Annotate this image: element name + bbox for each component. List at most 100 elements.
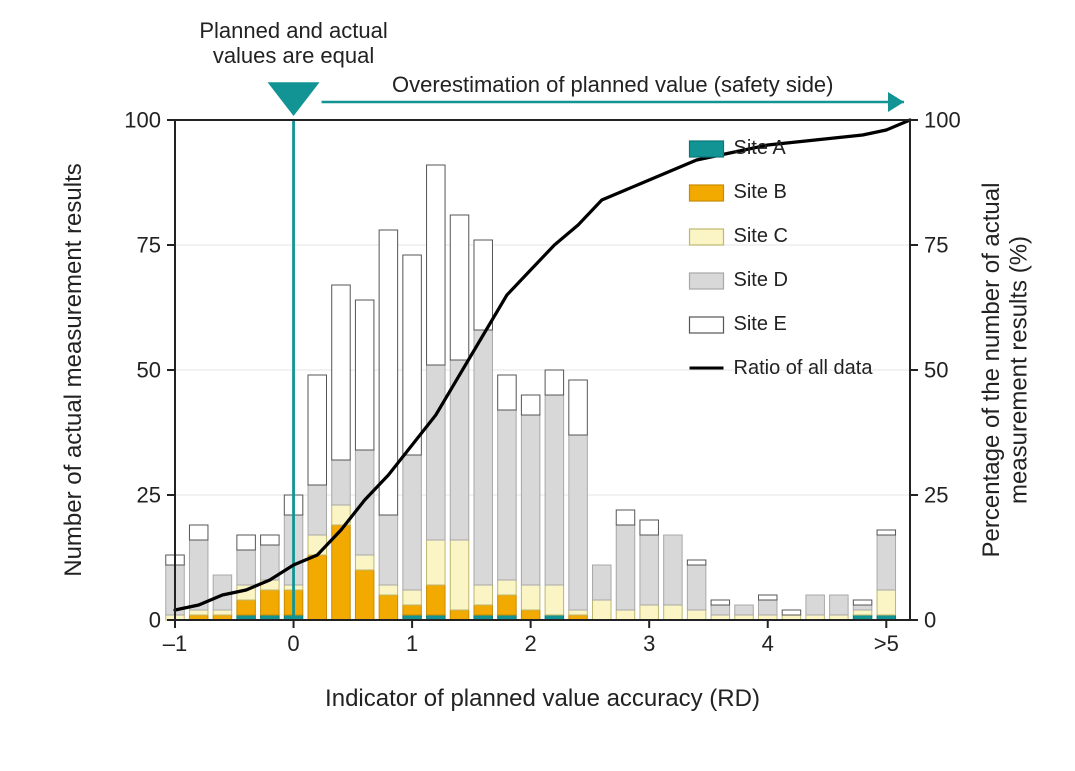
x-tick-label: 3 [643, 631, 655, 656]
chart-bg [0, 0, 1075, 771]
legend-swatch-siteD [690, 273, 724, 289]
bar-segment-siteB [379, 595, 397, 620]
x-tick-label: 4 [762, 631, 774, 656]
bar-segment-siteC [853, 610, 871, 615]
x-tick-label: 0 [287, 631, 299, 656]
bar-segment-siteB [498, 595, 516, 615]
bar-segment-siteE [521, 395, 539, 415]
bar-segment-siteE [758, 595, 776, 600]
bar-segment-siteD [308, 485, 326, 535]
y-left-tick-label: 0 [149, 608, 161, 633]
y-left-tick-label: 50 [137, 358, 161, 383]
bar-segment-siteB [237, 600, 255, 615]
bar-segment-siteE [853, 600, 871, 605]
bar-segment-siteD [664, 535, 682, 605]
bar-segment-siteC [877, 590, 895, 615]
annot-equal: Planned and actualvalues are equal [199, 18, 387, 68]
bar-segment-siteB [332, 525, 350, 620]
bar-segment-siteD [853, 605, 871, 610]
legend-label-siteB: Site B [734, 181, 787, 203]
bar-segment-siteE [545, 370, 563, 395]
bar-segment-siteB [521, 610, 539, 620]
bar-segment-siteE [877, 530, 895, 535]
bar-segment-siteD [758, 600, 776, 615]
bar-segment-siteD [403, 455, 421, 590]
y-left-tick-label: 25 [137, 483, 161, 508]
legend-swatch-siteC [690, 229, 724, 245]
bar-segment-siteC [569, 610, 587, 615]
bar-segment-siteD [593, 565, 611, 600]
bar-segment-siteE [237, 535, 255, 550]
bar-segment-siteE [640, 520, 658, 535]
bar-segment-siteB [403, 605, 421, 615]
bar-segment-siteC [664, 605, 682, 620]
x-tick-label: 1 [406, 631, 418, 656]
bar-segment-siteE [687, 560, 705, 565]
x-tick-label: 2 [525, 631, 537, 656]
bar-segment-siteC [355, 555, 373, 570]
bar-segment-siteB [450, 610, 468, 620]
bar-segment-siteB [427, 585, 445, 615]
bar-segment-siteE [782, 610, 800, 615]
bar-segment-siteE [711, 600, 729, 605]
bar-segment-siteE [569, 380, 587, 435]
bar-segment-siteD [474, 330, 492, 585]
bar-segment-siteD [616, 525, 634, 610]
y-right-tick-label: 100 [924, 108, 961, 133]
bar-segment-siteD [711, 605, 729, 615]
annot-overest: Overestimation of planned value (safety … [392, 72, 833, 97]
bar-segment-siteC [640, 605, 658, 620]
bar-segment-siteD [806, 595, 824, 615]
bar-segment-siteC [521, 585, 539, 610]
bar-segment-siteC [498, 580, 516, 595]
y-right-tick-label: 0 [924, 608, 936, 633]
x-tick-label: –1 [163, 631, 187, 656]
bar-segment-siteC [450, 540, 468, 610]
bar-segment-siteD [237, 550, 255, 585]
bar-segment-siteC [213, 610, 231, 615]
bar-segment-siteE [332, 285, 350, 460]
bar-segment-siteC [308, 535, 326, 555]
legend-label-siteA: Site A [734, 137, 787, 159]
bar-segment-siteC [474, 585, 492, 605]
y-left-tick-label: 75 [137, 233, 161, 258]
bar-segment-siteC [545, 585, 563, 615]
legend-label-siteC: Site C [734, 225, 788, 247]
y-left-axis-label: Number of actual measurement results [60, 163, 87, 577]
bar-segment-siteC [189, 610, 207, 615]
bar-segment-siteB [474, 605, 492, 615]
y-right-tick-label: 50 [924, 358, 948, 383]
bar-segment-siteC [687, 610, 705, 620]
bar-segment-siteC [427, 540, 445, 585]
bar-segment-siteD [640, 535, 658, 605]
legend-label-ratio: Ratio of all data [734, 357, 874, 379]
bar-segment-siteE [450, 215, 468, 360]
bar-segment-siteD [877, 535, 895, 590]
x-tick-label: >5 [874, 631, 899, 656]
x-axis-label: Indicator of planned value accuracy (RD) [325, 685, 760, 712]
bar-segment-siteE [427, 165, 445, 365]
bar-segment-siteB [308, 555, 326, 620]
bar-segment-siteD [569, 435, 587, 610]
bar-segment-siteE [379, 230, 397, 515]
bar-segment-siteC [593, 600, 611, 620]
y-left-tick-label: 100 [124, 108, 161, 133]
chart: –101234>5Indicator of planned value accu… [0, 0, 1075, 771]
y-right-tick-label: 25 [924, 483, 948, 508]
legend-swatch-siteA [690, 141, 724, 157]
y-right-tick-label: 75 [924, 233, 948, 258]
y-right-axis-label: Percentage of the number of actualmeasur… [978, 183, 1033, 558]
bar-segment-siteD [687, 565, 705, 610]
bar-segment-siteD [521, 415, 539, 585]
bar-segment-siteB [355, 570, 373, 620]
bar-segment-siteD [498, 410, 516, 580]
bar-segment-siteC [379, 585, 397, 595]
bar-segment-siteD [545, 395, 563, 585]
bar-segment-siteC [616, 610, 634, 620]
bar-segment-siteB [261, 590, 279, 615]
bar-segment-siteE [403, 255, 421, 455]
bar-segment-siteD [379, 515, 397, 585]
bar-segment-siteE [498, 375, 516, 410]
legend-swatch-siteE [690, 317, 724, 333]
bar-segment-siteE [261, 535, 279, 545]
